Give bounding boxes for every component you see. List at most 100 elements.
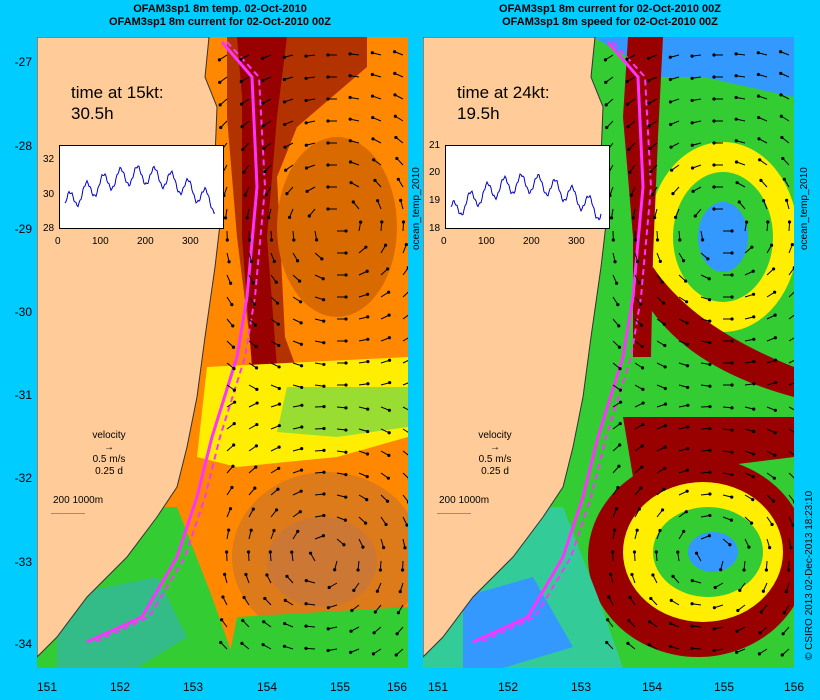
velocity-arrow-head	[322, 404, 326, 409]
velocity-arrow-head	[682, 529, 686, 533]
velocity-arrow-head	[712, 627, 716, 631]
x-tick-label: 154	[641, 680, 663, 694]
velocity-arrow-head	[396, 611, 401, 615]
velocity-arrow-head	[648, 146, 652, 151]
depth-scale-label: 200 1000m	[439, 495, 490, 506]
velocity-arrow-head	[382, 546, 386, 550]
velocity-arrow-head	[254, 465, 258, 469]
velocity-arrow-head	[707, 298, 712, 302]
velocity-arrow-head	[655, 238, 660, 242]
bottom-green	[227, 607, 408, 668]
velocity-arrow-head	[243, 193, 247, 197]
velocity-arrow-head	[663, 424, 667, 428]
velocity-arrow-head	[730, 295, 734, 299]
velocity-arrow-head	[386, 267, 390, 271]
velocity-arrow	[402, 406, 408, 411]
time-label: time at 15kt:	[71, 83, 164, 102]
velocity-arrow-head	[712, 648, 716, 653]
velocity-arrow-head	[708, 492, 712, 496]
velocity-arrow-head	[637, 507, 641, 511]
velocity-arrow-head	[277, 365, 281, 369]
velocity-arrow-head	[649, 169, 653, 174]
velocity-arrow-head	[635, 260, 640, 264]
velocity-arrow-head	[344, 428, 348, 432]
inset-x-tick: 100	[92, 236, 109, 247]
velocity-arrow-head	[773, 336, 777, 340]
velocity-arrow-head	[669, 621, 673, 626]
velocity-arrow	[788, 337, 794, 342]
velocity-legend-arrow: →	[104, 442, 114, 453]
velocity-arrow-head	[344, 450, 348, 454]
velocity-arrow-head	[322, 362, 326, 367]
velocity-arrow-head	[641, 387, 645, 391]
velocity-arrow-head	[730, 495, 734, 499]
velocity-arrow-head	[404, 243, 408, 247]
velocity-arrow-head	[401, 220, 406, 224]
velocity-arrow-head	[618, 388, 622, 392]
velocity-arrow-head	[261, 79, 265, 83]
x-tick-label: 153	[570, 680, 592, 694]
velocity-arrow-head	[247, 238, 252, 242]
velocity-arrow-head	[685, 300, 689, 304]
velocity-arrow-head	[774, 380, 778, 385]
velocity-arrow-head	[650, 193, 654, 197]
velocity-arrow-head	[694, 551, 699, 555]
depth-scale-label: 200 1000m	[53, 495, 104, 506]
velocity-arrow-head	[227, 260, 231, 264]
velocity-arrow-head	[707, 277, 711, 281]
left-map-panel: time at 15kt: 30.5h 32 30 28 0 100 200 3…	[37, 37, 408, 668]
velocity-legend: velocity → 0.5 m/s 0.25 d	[465, 430, 525, 478]
velocity-arrow-head	[348, 160, 353, 164]
velocity-arrow-head	[613, 260, 617, 264]
velocity-arrow-head	[605, 640, 609, 645]
velocity-arrow-head	[734, 117, 738, 121]
velocity-arrows	[217, 50, 408, 657]
inset-x-tick: 0	[441, 236, 447, 247]
velocity-arrow-head	[712, 185, 716, 189]
velocity-arrow	[788, 291, 794, 298]
velocity-arrow-head	[344, 339, 348, 343]
velocity-arrow-head	[326, 53, 330, 57]
velocity-arrow-head	[219, 640, 223, 645]
velocity-arrow-head	[750, 521, 754, 525]
velocity-arrow-head	[758, 158, 762, 162]
velocity-arrow-head	[261, 124, 265, 128]
velocity-arrow-head	[326, 75, 330, 79]
velocity-arrow-head	[387, 336, 391, 340]
velocity-arrow-head	[366, 382, 370, 386]
velocity-arrow-head	[304, 98, 308, 103]
velocity-arrow-head	[218, 80, 222, 84]
velocity-arrow-head	[326, 627, 330, 631]
time-value: 19.5h	[457, 104, 500, 123]
left-title-line2: OFAM3sp1 8m current for 02-Oct-2010 00Z	[109, 16, 331, 28]
velocity-arrow-head	[388, 380, 392, 385]
eddy-core-upper	[698, 202, 748, 272]
velocity-arrow-head	[625, 102, 630, 106]
velocity-arrow-head	[304, 579, 308, 583]
velocity-arrow-head	[262, 146, 266, 151]
velocity-arrow-head	[736, 608, 740, 613]
velocity-arrow-head	[300, 425, 304, 429]
velocity-arrow-head	[232, 367, 236, 371]
velocity-arrow-head	[706, 257, 710, 261]
velocity-arrow-head	[283, 598, 287, 602]
velocity-arrow-head	[350, 608, 354, 613]
velocity-arrow-head	[668, 644, 673, 648]
velocity-arrow-head	[691, 189, 695, 193]
velocity-arrow	[788, 314, 794, 320]
velocity-arrow-head	[277, 424, 281, 428]
velocity-arrow-head	[232, 443, 236, 447]
velocity-arrow-head	[670, 168, 674, 172]
right-title-line1: OFAM3sp1 8m current for 02-Oct-2010 00Z	[499, 3, 721, 15]
velocity-arrow	[788, 472, 794, 479]
velocity-arrow-head	[251, 281, 255, 285]
velocity-arrow-head	[371, 137, 375, 141]
velocity-arrow-head	[761, 199, 766, 203]
x-tick-label: 154	[256, 680, 278, 694]
velocity-arrow	[788, 406, 794, 411]
velocity-arrow-head	[669, 598, 673, 602]
left-title: OFAM3sp1 8m temp. 02-Oct-2010 OFAM3sp1 8…	[50, 3, 390, 29]
velocity-arrow-head	[686, 385, 690, 390]
velocity-arrow-head	[277, 445, 281, 449]
velocity-legend-time: 0.25 d	[95, 466, 123, 477]
